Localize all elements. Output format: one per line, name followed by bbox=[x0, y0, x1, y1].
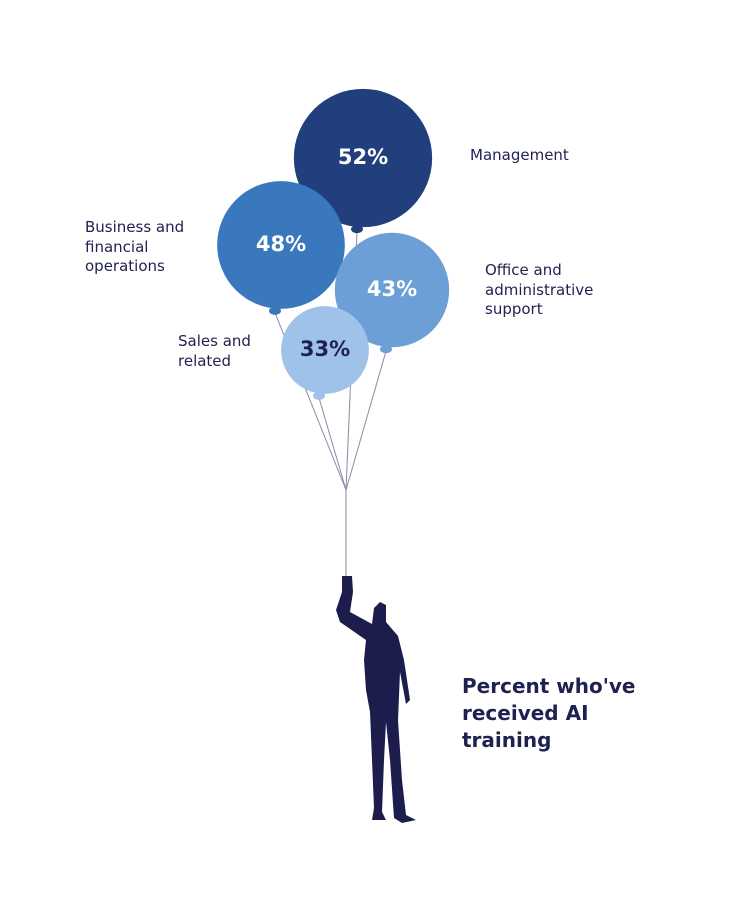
balloon bbox=[334, 232, 450, 348]
value-label: 33% bbox=[300, 337, 350, 361]
string bbox=[318, 397, 347, 491]
balloon bbox=[293, 88, 433, 228]
balloons: 52% 48% 43% 33% bbox=[217, 88, 450, 400]
chart-title: Percent who've received AI training bbox=[462, 674, 636, 752]
category-label: Management bbox=[470, 146, 569, 164]
balloon-knot bbox=[269, 306, 281, 315]
person bbox=[336, 576, 416, 823]
balloon bbox=[281, 306, 369, 394]
string bbox=[345, 351, 387, 491]
category-label: Business and financial operations bbox=[85, 218, 185, 275]
value-label: 43% bbox=[367, 277, 417, 301]
category-label: Sales and related bbox=[178, 332, 251, 370]
balloon-knot bbox=[351, 225, 363, 234]
balloon bbox=[217, 181, 345, 309]
value-label: 52% bbox=[338, 145, 388, 169]
category-label: Office and administrative support bbox=[485, 261, 594, 318]
value-label: 48% bbox=[256, 232, 306, 256]
balloon-knot bbox=[313, 391, 325, 400]
balloon-knot bbox=[380, 345, 392, 354]
